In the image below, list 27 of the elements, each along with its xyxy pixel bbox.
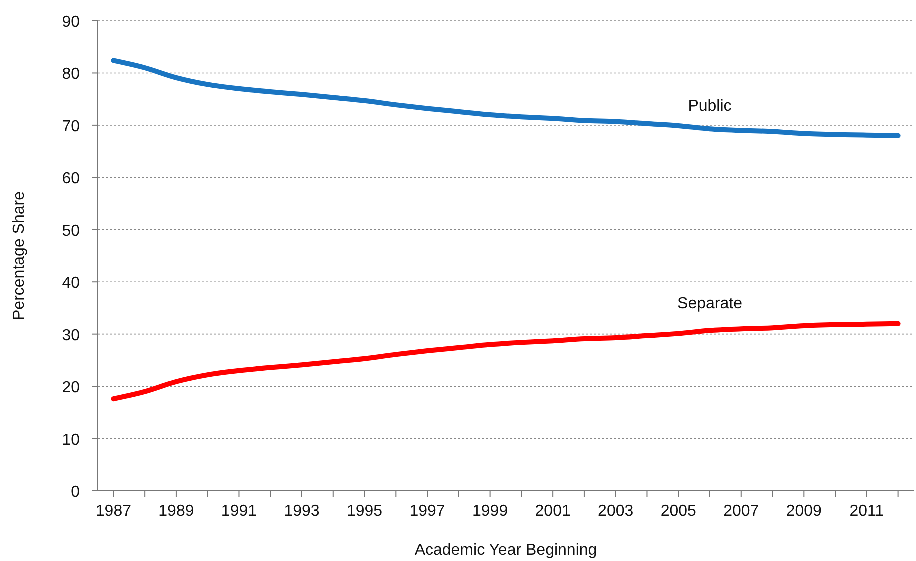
series-label: Separate <box>678 296 743 313</box>
x-tick-label: 2003 <box>598 503 634 520</box>
y-tick-label: 40 <box>62 275 80 292</box>
x-tick-label: 1989 <box>158 503 194 520</box>
y-tick-label: 90 <box>62 14 80 31</box>
y-tick-label: 60 <box>62 170 80 188</box>
x-tick-label: 2005 <box>660 503 697 520</box>
y-tick-label: 80 <box>62 66 80 84</box>
x-axis-title: Academic Year Beginning <box>414 542 598 559</box>
x-tick-label: 1993 <box>284 503 320 520</box>
x-tick-label: 2001 <box>535 503 571 520</box>
y-tick-label: 30 <box>62 327 80 344</box>
y-axis-title: Percentage Share <box>11 191 28 320</box>
x-tick-label: 2011 <box>850 503 884 520</box>
y-tick-label: 20 <box>62 380 80 397</box>
y-tick-label: 10 <box>62 432 80 449</box>
x-tick-label: 2009 <box>786 503 822 520</box>
x-tick-label: 1997 <box>410 503 446 520</box>
x-tick-label: 1987 <box>96 503 132 520</box>
series-label: Public <box>688 98 732 116</box>
y-tick-label: 50 <box>62 222 80 240</box>
y-tick-label: 70 <box>62 118 80 136</box>
x-tick-label: 1995 <box>346 503 383 520</box>
x-tick-label: 1991 <box>221 503 258 520</box>
y-tick-label: 0 <box>71 484 80 501</box>
x-tick-label: 2007 <box>724 503 760 520</box>
x-tick-label: 1999 <box>472 503 508 520</box>
